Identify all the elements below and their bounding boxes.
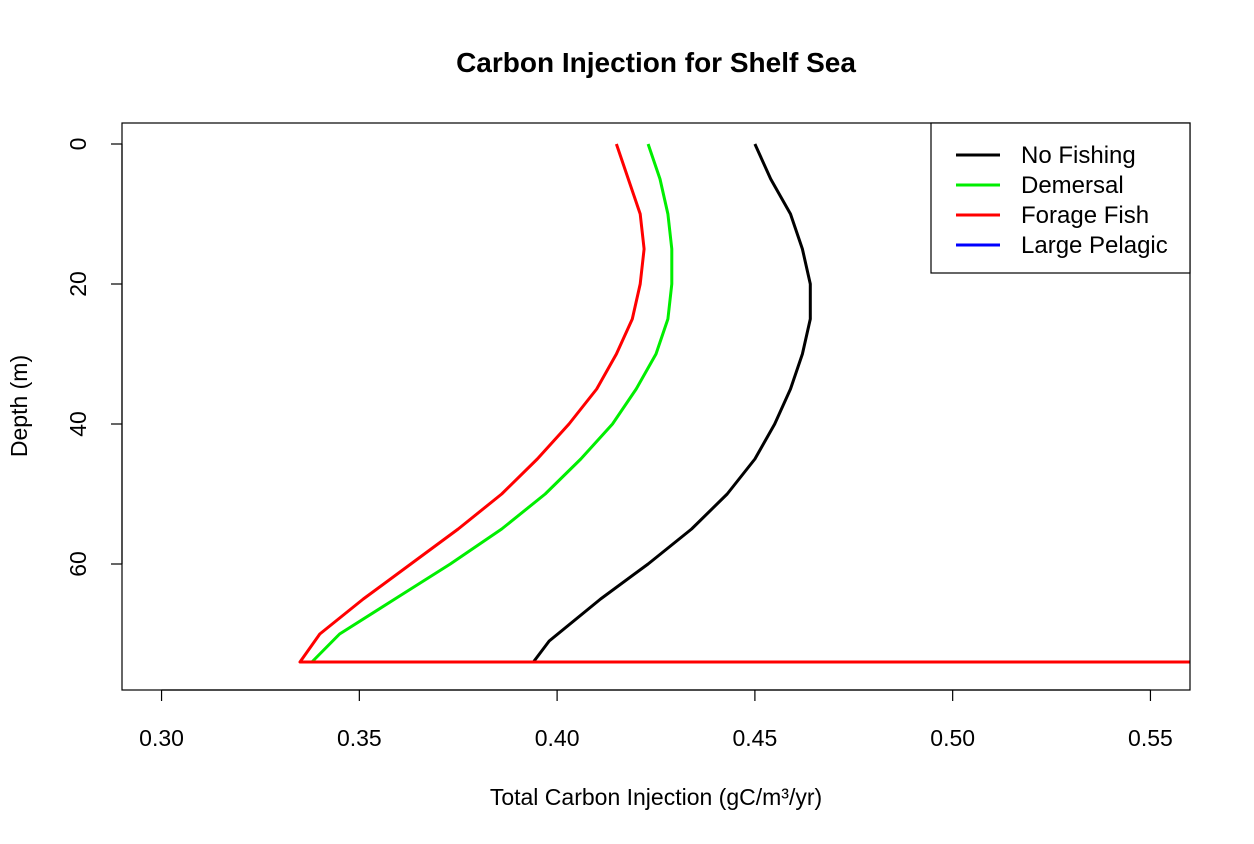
y-axis-label: Depth (m) [6,355,32,457]
plot-area [298,143,1190,664]
chart-title: Carbon Injection for Shelf Sea [456,47,856,78]
series-line-no-fishing [531,143,1190,664]
y-tick-label: 0 [65,138,91,151]
y-axis: 0 20 40 60 [65,138,123,577]
x-tick-label: 0.30 [139,725,184,751]
legend-label: Forage Fish [1021,202,1149,229]
y-tick-label: 40 [65,411,91,437]
y-tick-label: 20 [65,271,91,297]
series-line-demersal [310,143,1190,664]
x-tick-label: 0.35 [337,725,382,751]
legend-label: No Fishing [1021,142,1136,169]
legend: No Fishing Demersal Forage Fish Large Pelag… [930,122,1191,274]
legend-box [930,122,1191,274]
x-tick-label: 0.50 [930,725,975,751]
x-tick-label: 0.40 [535,725,580,751]
x-axis-label: Total Carbon Injection (gC/m³/yr) [490,784,822,810]
x-tick-label: 0.45 [733,725,778,751]
series-line-forage-fish [298,143,1190,664]
x-axis: 0.30 0.35 0.40 0.45 0.50 0.55 [139,689,1173,751]
legend-label: Demersal [1021,172,1124,199]
legend-label: Large Pelagic [1021,232,1168,259]
x-tick-label: 0.55 [1128,725,1173,751]
y-tick-label: 60 [65,551,91,577]
